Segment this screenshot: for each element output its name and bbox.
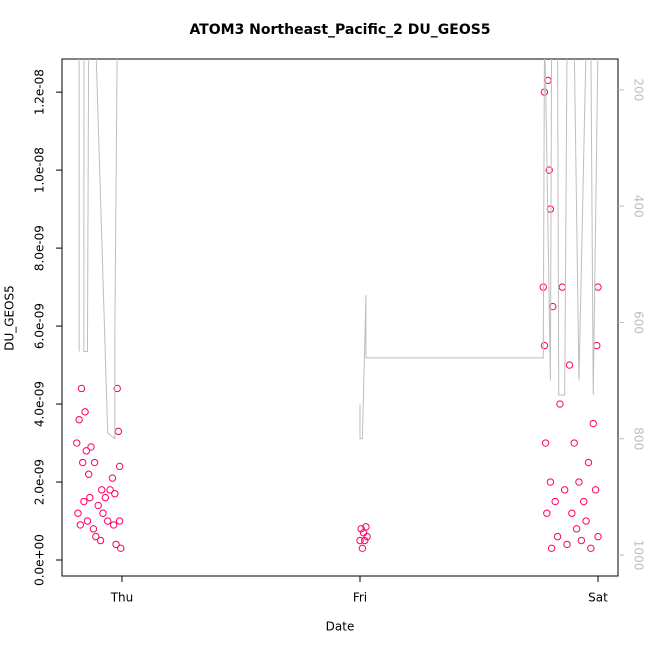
plot-frame: [61, 58, 619, 577]
data-point: [76, 521, 85, 529]
y2-tick-label: 800: [632, 427, 646, 450]
pressure-line: [78, 59, 118, 440]
data-point: [568, 509, 576, 517]
data-point: [80, 497, 88, 506]
data-point: [594, 532, 602, 541]
data-point: [546, 478, 555, 486]
chart-title: ATOM3 Northeast_Pacific_2 DU_GEOS5: [189, 22, 490, 38]
data-point: [584, 458, 593, 467]
data-point: [103, 517, 112, 525]
data-point: [587, 544, 595, 553]
y-tick-label: 4.0e-09: [33, 381, 47, 427]
data-point: [101, 493, 110, 502]
data-point: [113, 384, 121, 393]
data-point: [543, 509, 551, 517]
data-point: [361, 536, 369, 545]
data-point: [77, 384, 86, 393]
data-point: [115, 462, 124, 471]
data-point: [98, 486, 106, 494]
data-point: [87, 443, 95, 451]
y2-tick-label: 600: [632, 311, 646, 334]
data-point: [558, 283, 567, 291]
data-point: [90, 458, 99, 467]
y-axis-label: DU_GEOS5: [3, 285, 17, 351]
data-point: [112, 540, 120, 549]
y2-tick-label: 200: [632, 78, 646, 101]
data-point: [582, 517, 590, 525]
x-tick-label: Sat: [588, 591, 608, 605]
data-point: [545, 166, 553, 174]
y-tick-label: 0.0e+00: [33, 534, 47, 586]
data-point: [109, 521, 118, 529]
data-point: [114, 427, 123, 436]
data-point: [79, 458, 87, 467]
x-tick-label: Thu: [110, 591, 134, 605]
data-point: [111, 490, 119, 498]
data-point: [115, 517, 124, 525]
x-tick-label: Fri: [353, 591, 367, 605]
data-point: [362, 523, 370, 531]
data-point: [89, 525, 98, 533]
data-point: [81, 408, 89, 416]
y2-tick-label: 1000: [632, 540, 646, 571]
data-point: [560, 486, 569, 494]
y-tick-label: 8.0e-09: [33, 225, 47, 271]
data-point: [556, 400, 564, 408]
y-tick-label: 1.2e-08: [33, 69, 47, 115]
data-point: [580, 497, 588, 506]
data-point: [94, 501, 102, 510]
data-point: [96, 536, 105, 545]
y-tick-label: 1.0e-08: [33, 147, 47, 193]
data-point: [92, 532, 100, 541]
data-point: [594, 283, 602, 291]
y-tick-label: 2.0e-09: [33, 459, 47, 505]
data-point: [82, 447, 90, 455]
data-point: [577, 536, 586, 545]
data-point: [73, 439, 81, 447]
data-point: [593, 341, 601, 350]
data-point: [589, 419, 597, 428]
data-point: [86, 493, 94, 502]
y2-tick-label: 400: [632, 195, 646, 218]
data-point: [363, 532, 371, 541]
data-point: [540, 341, 549, 350]
plot-area: [73, 59, 602, 553]
data-point: [551, 497, 559, 506]
data-point: [356, 536, 364, 545]
data-point: [572, 525, 581, 533]
pressure-line: [359, 59, 599, 440]
data-point: [99, 509, 107, 517]
data-point: [75, 415, 83, 424]
data-point: [358, 544, 367, 553]
data-point: [563, 540, 571, 549]
y-tick-label: 6.0e-09: [33, 303, 47, 349]
data-point: [117, 544, 125, 553]
data-point: [108, 474, 117, 482]
data-point: [547, 544, 556, 553]
data-point: [74, 509, 82, 517]
data-point: [575, 478, 583, 486]
x-axis-label: Date: [326, 620, 355, 634]
data-point: [541, 439, 550, 447]
data-point: [357, 525, 365, 533]
data-point: [83, 517, 92, 525]
data-point: [106, 486, 114, 494]
data-point: [565, 361, 574, 369]
data-point: [570, 439, 578, 447]
data-point: [591, 486, 600, 494]
data-point: [553, 532, 562, 541]
data-point: [84, 470, 93, 478]
